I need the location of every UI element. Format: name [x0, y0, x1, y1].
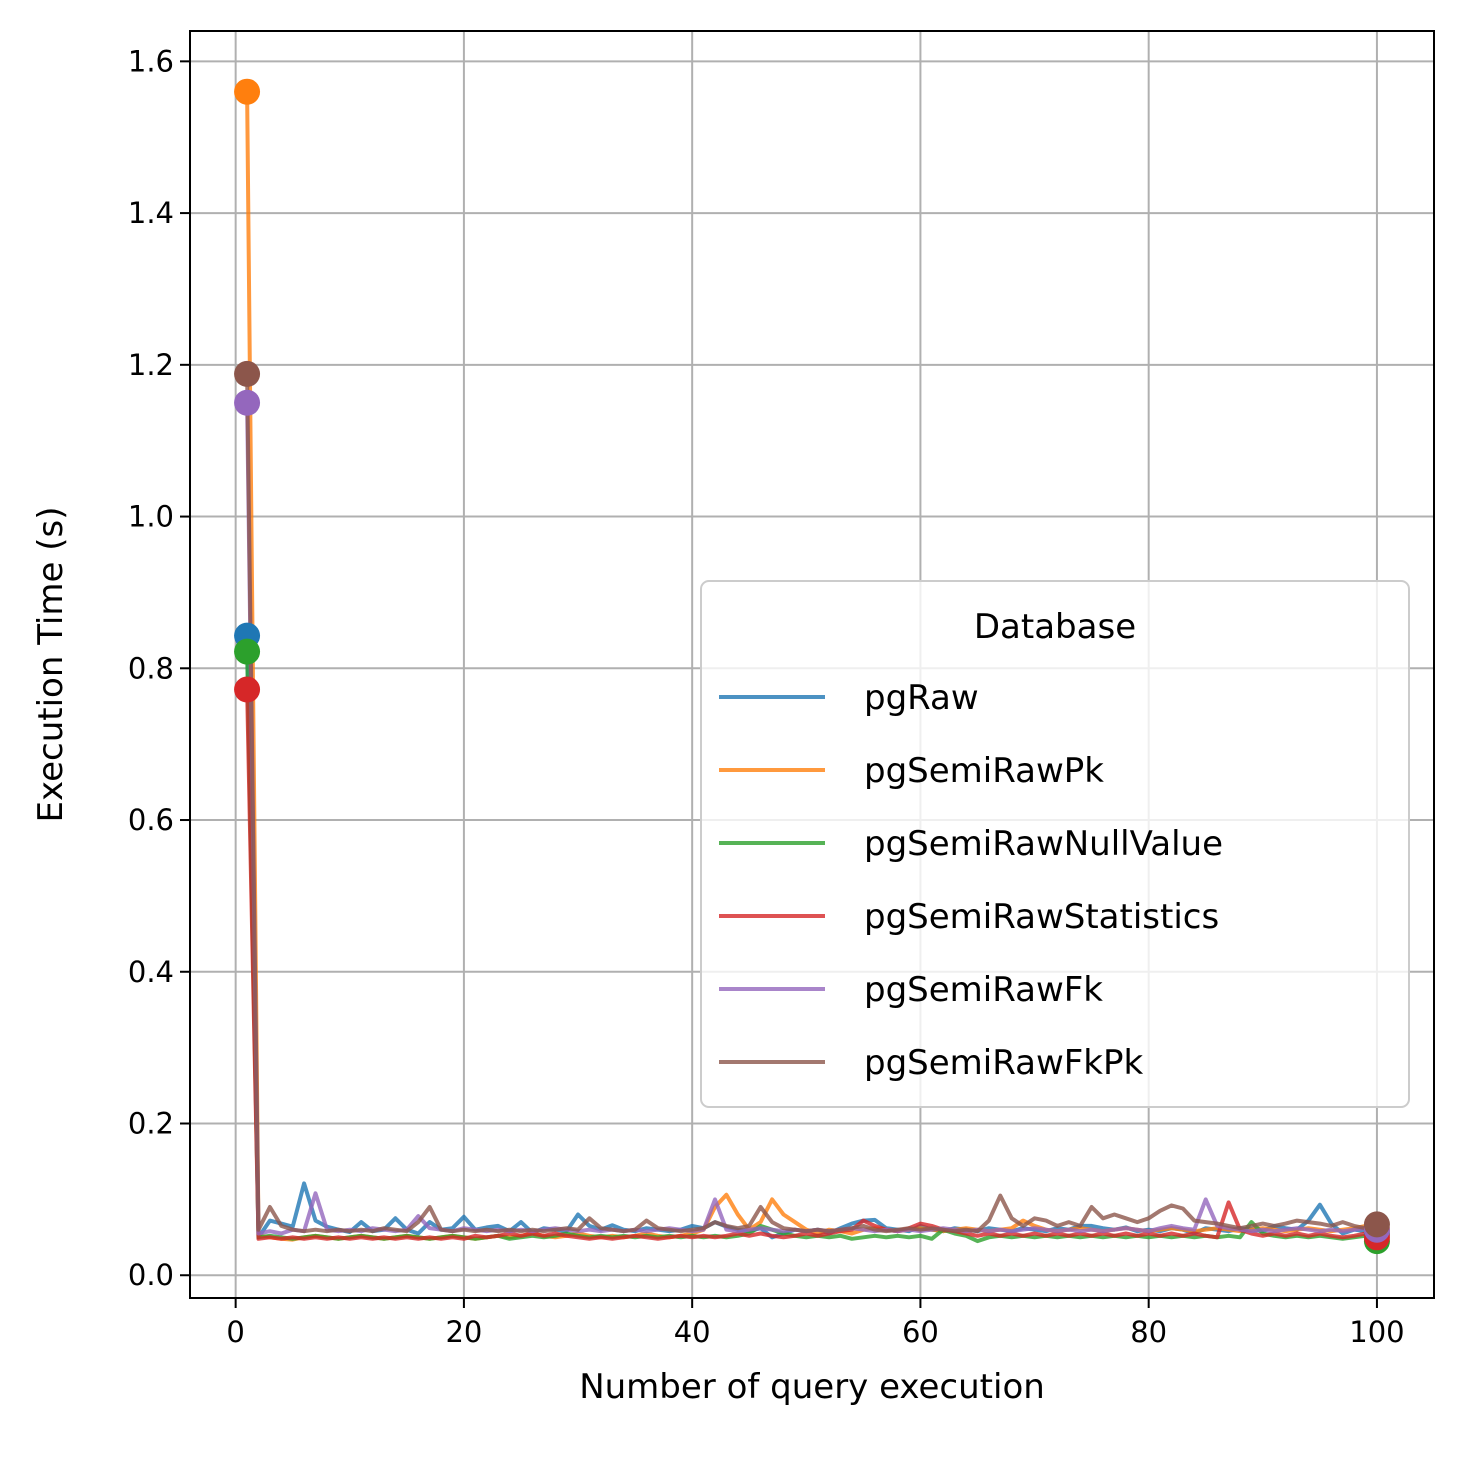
- x-tick-label: 20: [445, 1315, 482, 1349]
- first-point-pgSemiRawFk: [234, 389, 261, 416]
- legend-entry: pgSemiRawPk: [719, 751, 1104, 791]
- y-tick-label: 0.6: [128, 803, 174, 837]
- first-point-pgSemiRawStatistics: [234, 676, 261, 703]
- legend-label: pgSemiRawFkPk: [864, 1043, 1143, 1083]
- y-tick-label: 1.0: [128, 500, 174, 534]
- legend-label: pgSemiRawFk: [864, 970, 1103, 1010]
- first-point-pgSemiRawPk: [234, 78, 261, 105]
- y-tick-label: 1.2: [128, 348, 174, 382]
- legend-entry: pgSemiRawStatistics: [719, 897, 1219, 937]
- series-pgSemiRawStatistics: [245, 689, 1378, 1241]
- legend-label: pgRaw: [864, 678, 979, 718]
- last-point-pgSemiRawFkPk: [1363, 1211, 1390, 1238]
- legend: Database pgRaw pgSemiRawPk pgSemiRawNullVa…: [700, 580, 1410, 1108]
- y-tick-label: 0.2: [128, 1107, 174, 1141]
- legend-entry: pgSemiRawFk: [719, 970, 1103, 1010]
- y-axis-ticks: 0.0 0.2 0.4 0.6 0.8 1.0 1.2 1.4 1.6: [128, 44, 190, 1292]
- legend-label: pgSemiRawPk: [864, 751, 1104, 791]
- series-line-pgSemiRawStatistics: [245, 689, 1378, 1241]
- x-axis-ticks: 0 20 40 60 80 100: [226, 1298, 1405, 1349]
- legend-entry: pgSemiRawFkPk: [719, 1043, 1143, 1083]
- first-point-pgSemiRawNullValue: [234, 638, 261, 665]
- x-tick-label: 0: [226, 1315, 244, 1349]
- series-layer: [234, 78, 1390, 1255]
- y-axis-title: Execution Time (s): [31, 507, 71, 823]
- y-tick-label: 0.8: [128, 651, 174, 685]
- legend-label: pgSemiRawStatistics: [864, 897, 1219, 937]
- x-tick-label: 40: [674, 1315, 711, 1349]
- x-tick-label: 100: [1349, 1315, 1404, 1349]
- first-point-pgSemiRawFkPk: [234, 360, 261, 387]
- y-tick-label: 1.6: [128, 44, 174, 78]
- legend-label: pgSemiRawNullValue: [864, 824, 1223, 864]
- legend-entry: pgSemiRawNullValue: [719, 824, 1223, 864]
- y-tick-label: 1.4: [128, 196, 174, 230]
- legend-entry: pgRaw: [719, 678, 979, 718]
- x-tick-label: 60: [902, 1315, 939, 1349]
- legend-title: Database: [974, 607, 1136, 647]
- series-line-pgSemiRawFkPk: [245, 373, 1378, 1234]
- x-axis-title: Number of query execution: [579, 1367, 1045, 1407]
- series-pgSemiRawFkPk: [245, 373, 1378, 1234]
- y-tick-label: 0.0: [128, 1258, 174, 1292]
- x-tick-label: 80: [1130, 1315, 1167, 1349]
- legend-items: pgRaw pgSemiRawPk pgSemiRawNullValue pgSemi…: [719, 678, 1223, 1083]
- plot-frame: [189, 30, 1435, 1299]
- legend-box: [700, 580, 1410, 1108]
- y-tick-label: 0.4: [128, 955, 174, 989]
